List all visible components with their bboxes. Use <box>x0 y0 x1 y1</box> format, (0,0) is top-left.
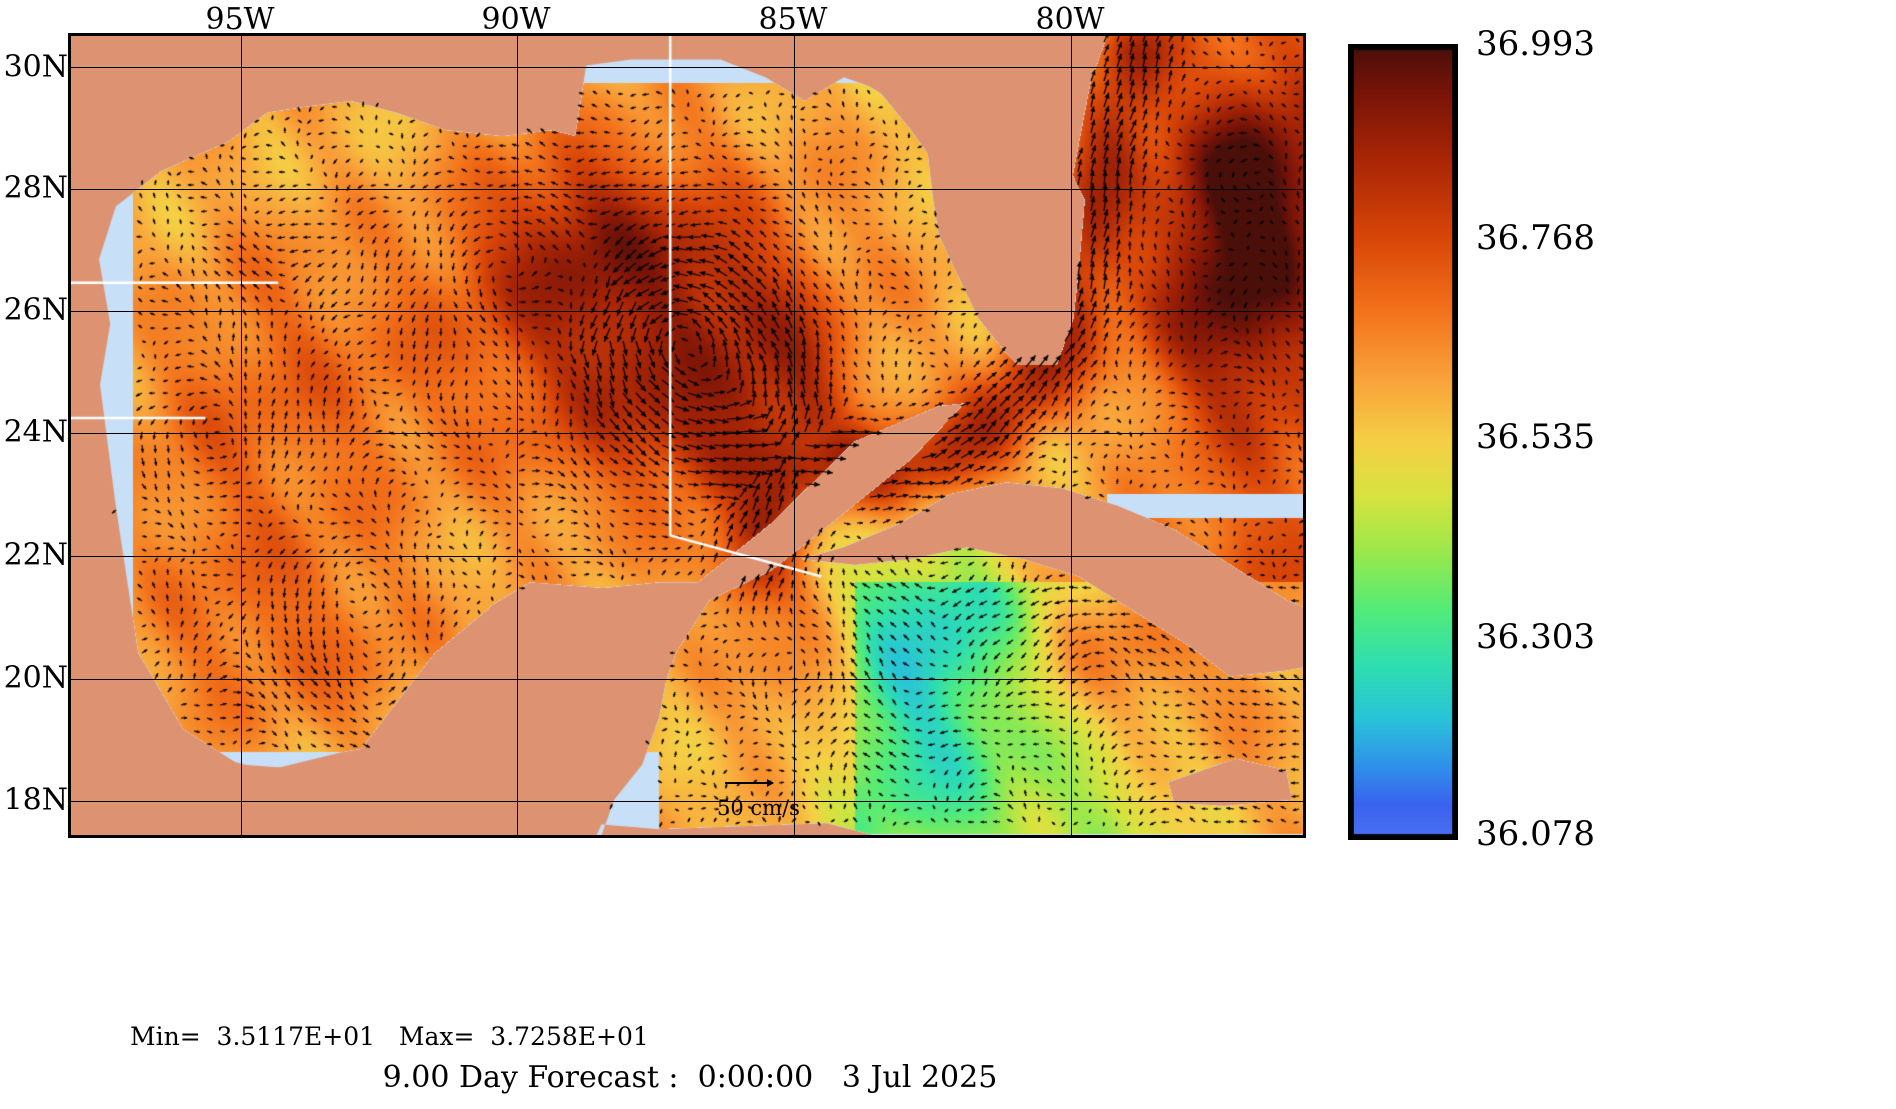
lat-tick-label-26n: 26N <box>3 292 68 328</box>
lat-tick-label-18n: 18N <box>3 782 68 818</box>
map-plot-area: 50 cm/s <box>68 33 1306 838</box>
lon-tick-label-95w: 95W <box>205 2 275 37</box>
lat-tick-label-28n: 28N <box>3 170 68 206</box>
colorbar-tick-label-3: 36.535 <box>1476 417 1595 457</box>
colorbar-tick-label-2: 36.768 <box>1476 218 1595 258</box>
colorbar-gradient <box>1348 44 1458 840</box>
lon-tick-label-80w: 80W <box>1035 2 1105 37</box>
colorbar-tick-label-min: 36.078 <box>1476 814 1595 854</box>
velocity-scale-arrow-icon <box>725 779 774 787</box>
lon-tick-label-90w: 90W <box>481 2 551 37</box>
salinity-current-field <box>71 36 1303 835</box>
lat-tick-label-24n: 24N <box>3 414 68 450</box>
velocity-scale-legend: 50 cm/s <box>717 774 867 832</box>
velocity-scale-label: 50 cm/s <box>717 796 800 820</box>
lat-tick-label-22n: 22N <box>3 537 68 573</box>
lat-tick-label-30n: 30N <box>3 49 68 85</box>
lat-tick-label-20n: 20N <box>3 660 68 696</box>
lon-tick-label-85w: 85W <box>758 2 828 37</box>
forecast-title: 9.00 Day Forecast : 0:00:00 3 Jul 2025 <box>382 1060 998 1095</box>
colorbar-tick-label-max: 36.993 <box>1476 24 1595 64</box>
min-max-annotation: Min= 3.5117E+01 Max= 3.7258E+01 <box>130 1022 649 1051</box>
colorbar-tick-label-4: 36.303 <box>1476 617 1595 657</box>
colorbar-container <box>1348 44 1458 840</box>
